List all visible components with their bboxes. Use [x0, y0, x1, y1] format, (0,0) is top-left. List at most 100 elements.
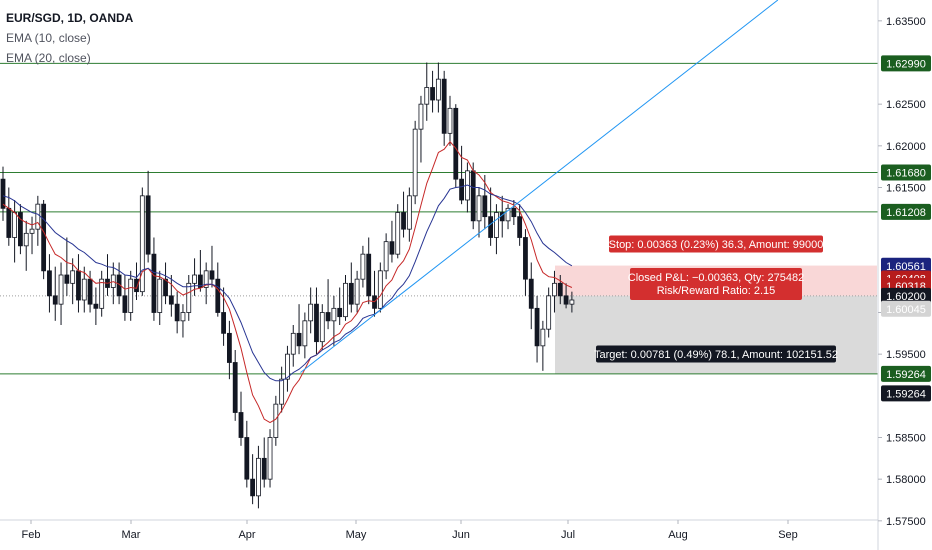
- price-tag: 1.62990: [881, 55, 931, 72]
- y-tick-label: 1.63500: [886, 16, 926, 28]
- candle-body: [64, 274, 70, 284]
- candle: [267, 429, 273, 488]
- candle: [6, 187, 12, 246]
- candle: [256, 445, 261, 509]
- candle: [18, 204, 23, 255]
- candle: [430, 70, 435, 113]
- candle-body: [569, 299, 575, 305]
- candle: [70, 258, 76, 305]
- candle-body: [366, 253, 372, 297]
- ema-lines: [2, 140, 573, 424]
- candle-body: [546, 295, 552, 330]
- candle: [64, 237, 70, 296]
- candle-body: [412, 128, 418, 197]
- candle: [459, 145, 464, 205]
- candle: [523, 229, 528, 296]
- price-tag: 1.59264: [881, 365, 931, 382]
- candle-body: [337, 307, 343, 318]
- candle-body: [209, 270, 215, 280]
- candle-body: [122, 295, 128, 313]
- candle-body: [41, 203, 47, 272]
- price-tag-box: [881, 300, 931, 317]
- candle: [482, 175, 488, 230]
- candle-body: [308, 303, 314, 322]
- candle: [383, 233, 389, 280]
- candle: [209, 245, 215, 288]
- candle: [354, 270, 360, 313]
- candle-body: [99, 278, 105, 309]
- candle-body: [528, 278, 534, 309]
- price-tag-label: 1.59264: [886, 388, 926, 400]
- x-tick-label: Jun: [452, 529, 470, 541]
- pnl-label-box: [630, 268, 802, 300]
- candle-body: [488, 216, 494, 238]
- price-tag-label: 1.61680: [886, 168, 926, 180]
- candle-body: [35, 203, 41, 230]
- x-tick-label: Mar: [122, 529, 141, 541]
- x-tick-label: Sep: [778, 529, 798, 541]
- candle-body: [186, 282, 192, 313]
- candle: [139, 187, 145, 296]
- candle-body: [377, 270, 383, 309]
- candle: [296, 304, 302, 355]
- candle: [285, 345, 290, 392]
- candle-body: [447, 107, 453, 134]
- candle-body: [0, 178, 6, 209]
- candle-body: [157, 278, 163, 313]
- candle-body: [128, 278, 134, 313]
- candle-body: [151, 253, 157, 313]
- candle-body: [87, 278, 93, 305]
- candle-body: [23, 232, 29, 247]
- candle: [453, 104, 459, 188]
- candle-body: [389, 241, 395, 255]
- candle-body: [319, 312, 325, 343]
- candle: [395, 204, 401, 259]
- candle: [569, 291, 575, 313]
- price-tag-box: [881, 55, 931, 72]
- candle: [12, 200, 18, 263]
- candle: [273, 395, 279, 446]
- symbol-title[interactable]: EUR/SGD, 1D, OANDA: [6, 11, 134, 25]
- candle-body: [430, 87, 435, 101]
- x-tick-label: Jul: [561, 529, 575, 541]
- candle: [105, 254, 110, 296]
- candle-body: [52, 295, 58, 305]
- candle-body: [360, 253, 366, 280]
- candle: [447, 95, 453, 146]
- candle-body: [139, 195, 145, 293]
- candle-body: [197, 274, 203, 288]
- candle: [424, 62, 430, 121]
- candle-body: [12, 212, 18, 238]
- candle-body: [203, 270, 209, 288]
- price-tag: 1.59264: [881, 385, 931, 402]
- x-tick-label: Aug: [668, 529, 688, 541]
- candle: [157, 270, 163, 325]
- candle-body: [134, 278, 139, 293]
- ema-slow-line: [2, 184, 573, 382]
- candle: [563, 283, 569, 309]
- candle-body: [18, 212, 23, 247]
- candle-body: [215, 278, 221, 313]
- candle: [511, 200, 517, 225]
- candle: [145, 170, 151, 263]
- candle: [23, 220, 29, 271]
- candle: [546, 287, 552, 338]
- price-tag-label: 1.62990: [886, 58, 926, 70]
- x-tick-label: May: [346, 529, 367, 541]
- y-tick-label: 1.58000: [886, 474, 926, 486]
- x-tick-label: Apr: [238, 529, 255, 541]
- candle-body: [563, 295, 569, 305]
- candle: [41, 200, 47, 280]
- price-tag-box: [881, 287, 931, 304]
- price-tag: 1.60561: [881, 257, 931, 274]
- ema-fast-legend[interactable]: EMA (10, close): [6, 31, 91, 45]
- candle: [331, 295, 337, 346]
- candle-body: [453, 107, 459, 180]
- trendline-group[interactable]: [300, 0, 779, 373]
- candle: [534, 295, 540, 363]
- candle: [76, 254, 81, 313]
- ema-slow-legend[interactable]: EMA (20, close): [6, 51, 91, 65]
- candle-body: [226, 332, 232, 363]
- candle: [250, 454, 256, 505]
